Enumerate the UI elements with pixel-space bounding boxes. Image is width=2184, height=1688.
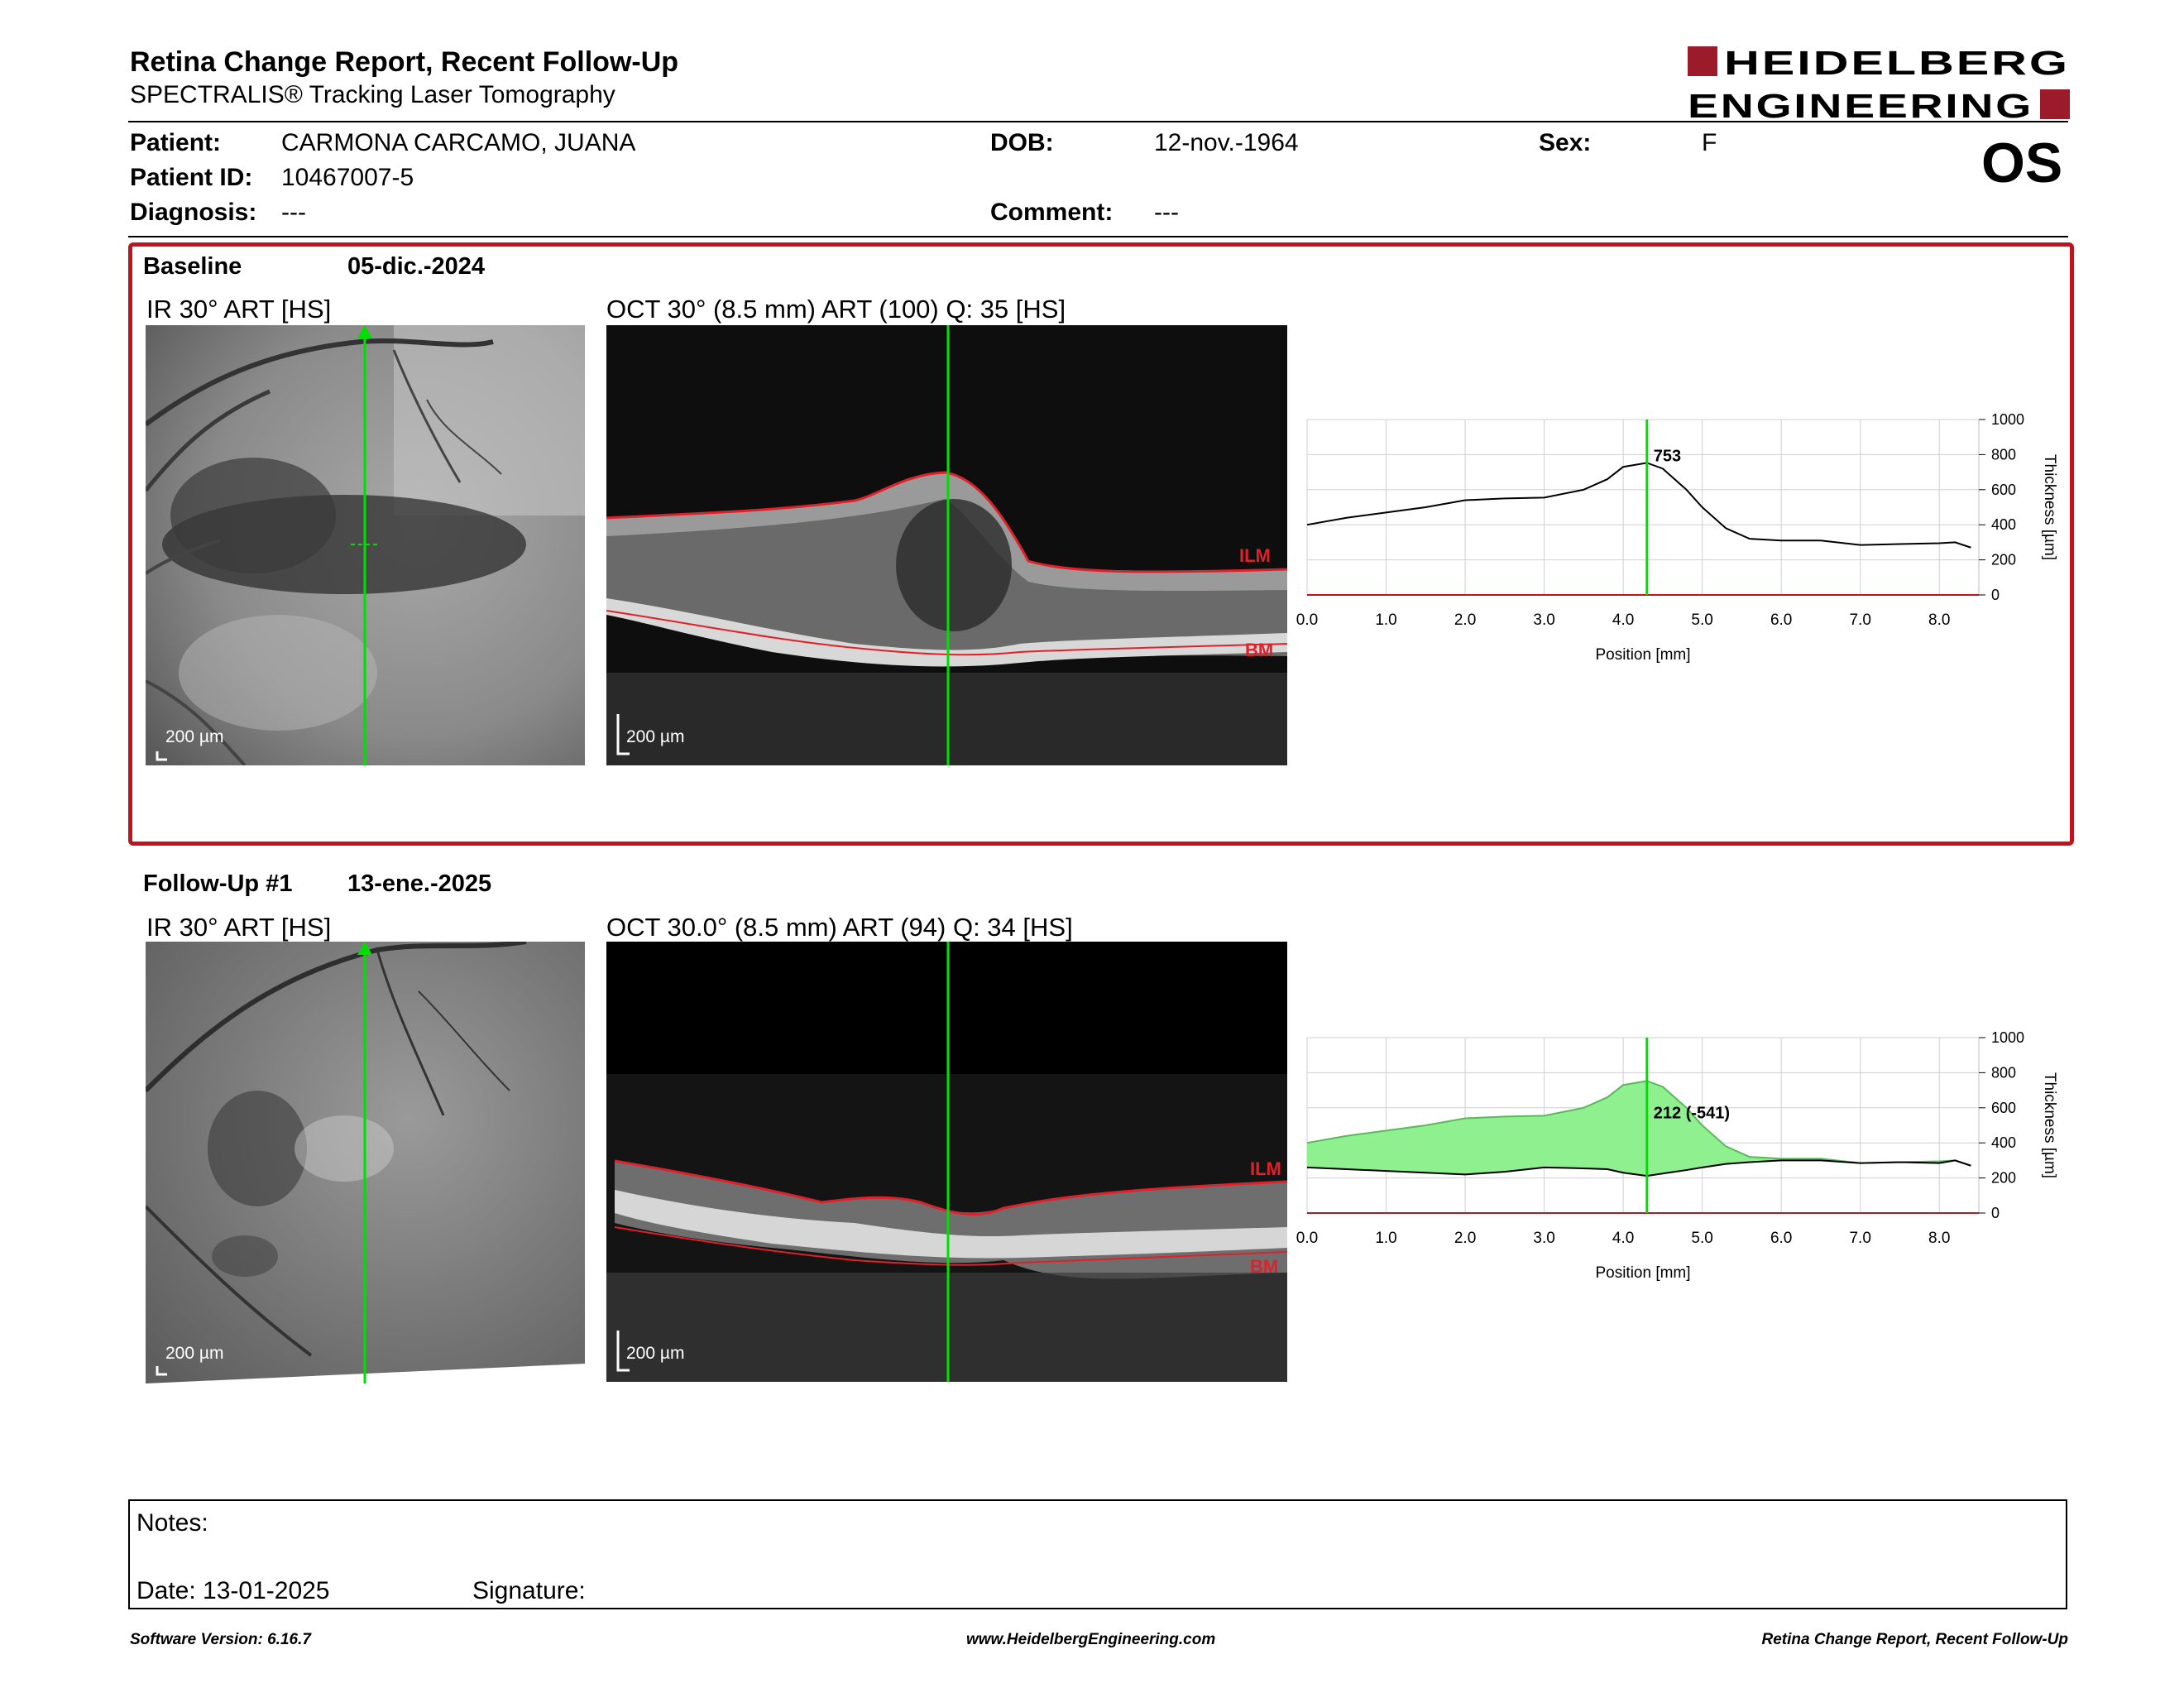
x-tick-label: 5.0 (1691, 611, 1712, 629)
x-tick-label: 4.0 (1612, 1230, 1634, 1247)
x-tick-label: 4.0 (1612, 611, 1634, 629)
followup-label: Follow-Up #1 (143, 870, 293, 897)
baseline-oct-scale: 200 µm (626, 727, 685, 746)
report-subtitle: SPECTRALIS® Tracking Laser Tomography (130, 81, 615, 108)
x-tick-label: 2.0 (1454, 1230, 1476, 1247)
y-tick-label: 800 (1991, 1064, 2016, 1081)
diagnosis-label: Diagnosis: (130, 199, 257, 226)
baseline-oct-bm-line (606, 610, 1287, 656)
notes-label: Notes: (136, 1509, 208, 1537)
baseline-ilm-label: ILM (1239, 545, 1271, 566)
y-tick-label: 0 (1991, 1205, 2000, 1221)
report-title: Retina Change Report, Recent Follow-Up (130, 46, 679, 78)
header-divider (128, 121, 2068, 122)
followup-ir-scan-arrow (357, 942, 372, 955)
x-tick-label: 7.0 (1849, 611, 1870, 629)
followup-ir-scale: 200 µm (165, 1344, 224, 1363)
y-axis-label: Thickness [µm] (2041, 1072, 2058, 1178)
y-tick-label: 1000 (1991, 411, 2024, 428)
baseline-oct-image[interactable]: ILM BM 200 µm (606, 325, 1287, 765)
series-followup-line (1306, 1159, 1971, 1177)
footer-website[interactable]: www.HeidelbergEngineering.com (966, 1631, 1216, 1648)
baseline-bm-label: BM (1245, 640, 1274, 660)
y-tick-label: 200 (1991, 552, 2016, 568)
x-tick-label: 0.0 (1296, 611, 1318, 629)
sex-value: F (1702, 129, 1717, 156)
comment-label: Comment: (990, 199, 1114, 226)
followup-oct-scale: 200 µm (626, 1344, 685, 1363)
signature-label: Signature: (472, 1577, 586, 1604)
cursor-value-label: 212 (-541) (1654, 1105, 1730, 1123)
patient-divider (128, 236, 2068, 237)
logo-square-top (1688, 46, 1717, 76)
logo-line2: ENGINEERING (1688, 87, 2033, 124)
baseline-oct-ilm-line (606, 471, 1287, 573)
followup-ilm-label: ILM (1250, 1158, 1281, 1179)
footer-report-name: Retina Change Report, Recent Follow-Up (1761, 1631, 2068, 1648)
notes-box[interactable]: Notes: Date: 13-01-2025 Signature: (128, 1499, 2067, 1609)
followup-oct-ilm-line (614, 1159, 1287, 1216)
followup-ir-title: IR 30° ART [HS] (146, 913, 332, 942)
x-axis-label: Position [mm] (1595, 646, 1690, 664)
dob-label: DOB: (990, 129, 1054, 156)
logo-line1: HEIDELBERG (1724, 44, 2070, 82)
x-tick-label: 2.0 (1454, 611, 1476, 629)
y-tick-label: 400 (1991, 516, 2016, 533)
notes-date: Date: 13-01-2025 (136, 1577, 330, 1604)
patient-name: CARMONA CARCAMO, JUANA (281, 129, 636, 156)
logo-square-bottom (2040, 89, 2070, 119)
patient-id: 10467007-5 (281, 164, 414, 191)
cursor-value-label: 753 (1654, 448, 1681, 466)
plot-area (1306, 419, 1980, 596)
followup-oct-image[interactable]: ILM BM 200 µm (606, 942, 1287, 1382)
diagnosis-value: --- (281, 199, 306, 226)
followup-oct-bm-line (614, 1226, 1287, 1266)
heidelberg-logo: HEIDELBERG ENGINEERING (1688, 44, 2070, 124)
followup-oct-title: OCT 30.0° (8.5 mm) ART (94) Q: 34 [HS] (606, 913, 1073, 942)
y-tick-label: 1000 (1991, 1029, 2024, 1046)
eye-indicator: OS (1981, 132, 2063, 194)
x-tick-label: 6.0 (1770, 611, 1792, 629)
x-tick-label: 0.0 (1296, 1230, 1318, 1247)
baseline-thickness-chart: 753 0.0 1.0 2.0 3.0 4.0 5.0 6.0 7.0 8.0 0 200 400 600… (1296, 411, 2058, 664)
x-tick-label: 5.0 (1691, 1230, 1712, 1247)
baseline-date: 05-dic.-2024 (347, 253, 486, 280)
x-tick-label: 3.0 (1533, 1230, 1554, 1247)
y-tick-label: 0 (1991, 587, 2000, 603)
baseline-ir-image[interactable]: 200 µm (146, 325, 585, 765)
footer-software-version: Software Version: 6.16.7 (130, 1631, 311, 1648)
x-tick-label: 7.0 (1849, 1230, 1870, 1247)
x-tick-label: 3.0 (1533, 611, 1554, 629)
x-tick-label: 8.0 (1928, 1230, 1950, 1247)
baseline-ir-scale: 200 µm (165, 727, 224, 746)
followup-thickness-chart: 212 (-541) 0.0 1.0 2.0 3.0 4.0 5.0 6.0 7.0 8.0 0 20… (1296, 1029, 2058, 1282)
baseline-ir-scan-arrow (357, 325, 372, 338)
y-tick-label: 200 (1991, 1170, 2016, 1187)
x-tick-label: 8.0 (1928, 611, 1950, 629)
y-tick-label: 800 (1991, 446, 2016, 463)
y-axis-label: Thickness [µm] (2041, 454, 2058, 560)
followup-bm-label: BM (1250, 1256, 1279, 1277)
baseline-label: Baseline (143, 253, 242, 280)
baseline-oct-title: OCT 30° (8.5 mm) ART (100) Q: 35 [HS] (606, 295, 1066, 324)
series-thickness-line (1306, 462, 1971, 549)
comment-value: --- (1154, 199, 1179, 226)
x-tick-label: 1.0 (1375, 1230, 1396, 1247)
patient-id-label: Patient ID: (130, 164, 253, 191)
x-axis-label: Position [mm] (1595, 1264, 1690, 1282)
x-tick-label: 1.0 (1375, 611, 1396, 629)
patient-label: Patient: (130, 129, 222, 156)
y-tick-label: 600 (1991, 1100, 2016, 1116)
followup-ir-image[interactable]: 200 µm (146, 942, 585, 1383)
sex-label: Sex: (1539, 129, 1592, 156)
y-tick-label: 400 (1991, 1134, 2016, 1151)
baseline-ir-title: IR 30° ART [HS] (146, 295, 332, 324)
x-tick-label: 6.0 (1770, 1230, 1792, 1247)
followup-date: 13-ene.-2025 (347, 870, 492, 897)
baseline-section-highlight[interactable] (128, 242, 2074, 846)
thickness-change-area (1307, 1081, 1971, 1177)
y-tick-label: 600 (1991, 482, 2016, 498)
dob-value: 12-nov.-1964 (1154, 129, 1299, 156)
